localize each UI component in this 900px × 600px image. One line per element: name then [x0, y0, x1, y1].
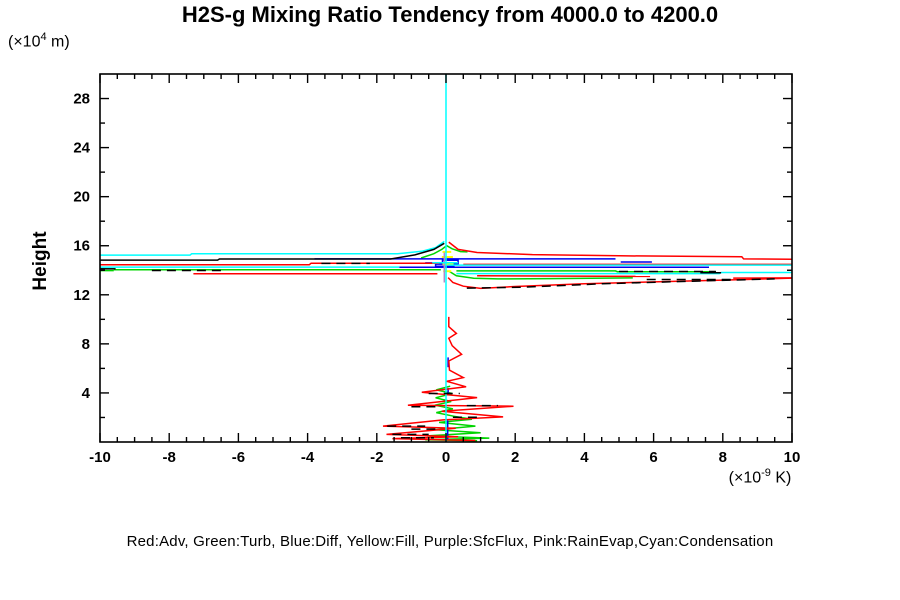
series-black-solid: [100, 242, 445, 261]
y-tick-label: 20: [73, 189, 90, 206]
x-tick-label: 6: [649, 449, 657, 466]
x-tick-label: 2: [511, 449, 519, 466]
y-tick-label: 28: [73, 91, 90, 108]
y-unit-exponent: 4: [40, 31, 47, 43]
x-axis-unit-label: (×10-9 K): [700, 467, 820, 487]
series-Turb: [449, 270, 633, 280]
x-tick-label: 0: [442, 449, 450, 466]
y-tick-label: 16: [73, 238, 90, 255]
series-Turb: [425, 385, 490, 442]
x-tick-label: 8: [719, 449, 727, 466]
y-axis-unit-label: (×104 m): [8, 31, 70, 51]
series-black-dashed: [466, 278, 775, 289]
chart-title: H2S-g Mixing Ratio Tendency from 4000.0 …: [181, 2, 719, 27]
x-tick-label: 10: [784, 449, 801, 466]
series-Condensation: [456, 271, 792, 275]
x-unit-suffix: K): [770, 469, 792, 487]
x-unit-exponent: -9: [761, 467, 771, 479]
x-tick-label: -10: [89, 449, 111, 466]
y-unit-prefix: (×10: [8, 33, 41, 51]
x-unit-prefix: (×10: [728, 469, 762, 487]
y-tick-label: 24: [73, 140, 90, 157]
y-unit-suffix: m): [46, 33, 70, 51]
y-tick-label: 12: [73, 287, 90, 304]
series-legend-text: Red:Adv, Green:Turb, Blue:Diff, Yellow:F…: [126, 533, 774, 550]
x-tick-label: -2: [370, 449, 383, 466]
series-Adv: [448, 241, 793, 260]
x-tick-label: -6: [232, 449, 245, 466]
series-Turb: [456, 270, 716, 273]
series-Adv: [382, 316, 514, 442]
series-Adv: [100, 262, 440, 266]
x-tick-label: -8: [163, 449, 176, 466]
series-Condensation: [100, 240, 445, 256]
x-tick-label: -4: [301, 449, 315, 466]
x-tick-label: 4: [580, 449, 589, 466]
y-tick-label: 8: [82, 336, 90, 353]
series-Adv: [477, 275, 651, 278]
y-tick-label: 4: [82, 385, 91, 402]
